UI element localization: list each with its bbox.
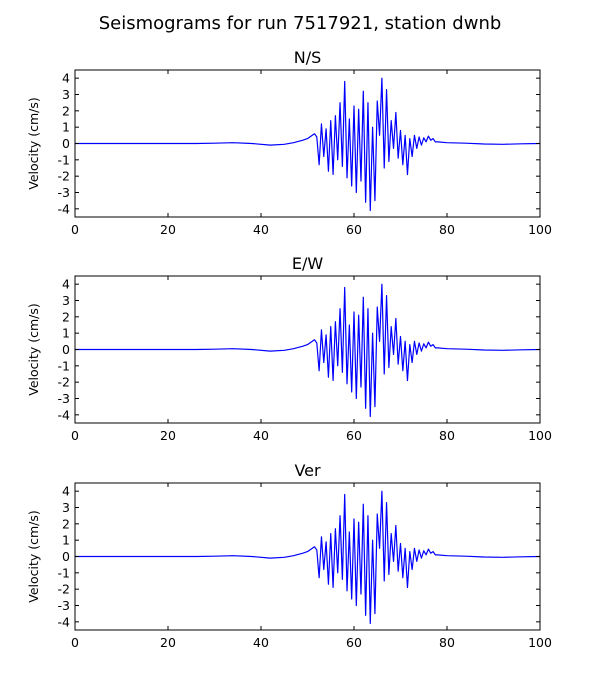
y-tick-label: -1 — [58, 152, 70, 167]
panel-title: Ver — [294, 461, 321, 480]
y-tick-label: -4 — [58, 407, 71, 422]
x-tick-label: 60 — [346, 222, 362, 237]
x-tick-label: 0 — [71, 222, 79, 237]
y-tick-label: -2 — [58, 582, 70, 597]
x-tick-label: 0 — [71, 635, 79, 650]
panel-title: N/S — [294, 48, 322, 67]
x-tick-label: 60 — [346, 635, 362, 650]
x-tick-label: 20 — [160, 222, 176, 237]
x-tick-label: 100 — [528, 428, 552, 443]
y-tick-label: -1 — [58, 358, 70, 373]
x-tick-label: 80 — [439, 428, 455, 443]
y-tick-label: 3 — [62, 87, 70, 102]
y-axis-label: Velocity (cm/s) — [26, 510, 41, 603]
y-tick-label: 3 — [62, 500, 70, 515]
y-tick-label: 2 — [62, 309, 70, 324]
y-axis-label: Velocity (cm/s) — [26, 97, 41, 190]
x-tick-label: 40 — [253, 635, 269, 650]
x-tick-label: 0 — [71, 428, 79, 443]
x-tick-label: 40 — [253, 428, 269, 443]
x-tick-label: 100 — [528, 635, 552, 650]
y-tick-label: 2 — [62, 516, 70, 531]
x-tick-label: 20 — [160, 635, 176, 650]
x-tick-label: 20 — [160, 428, 176, 443]
figure-title: Seismograms for run 7517921, station dwn… — [99, 13, 502, 34]
y-tick-label: 4 — [62, 277, 70, 292]
x-tick-label: 80 — [439, 222, 455, 237]
y-tick-label: 3 — [62, 293, 70, 308]
y-tick-label: -3 — [58, 185, 70, 200]
y-tick-label: 4 — [62, 484, 70, 499]
panel-title: E/W — [292, 254, 324, 273]
y-tick-label: -3 — [58, 391, 70, 406]
x-tick-label: 80 — [439, 635, 455, 650]
y-tick-label: 0 — [62, 342, 70, 357]
y-tick-label: 1 — [62, 120, 70, 135]
x-tick-label: 100 — [528, 222, 552, 237]
y-tick-label: 0 — [62, 549, 70, 564]
y-tick-label: 0 — [62, 136, 70, 151]
y-tick-label: -1 — [58, 565, 70, 580]
y-tick-label: -2 — [58, 375, 70, 390]
series-line — [75, 283, 540, 418]
y-tick-label: 4 — [62, 71, 70, 86]
y-tick-label: -2 — [58, 169, 70, 184]
y-tick-label: -4 — [58, 614, 71, 629]
y-tick-label: 2 — [62, 103, 70, 118]
y-tick-label: 1 — [62, 326, 70, 341]
y-axis-label: Velocity (cm/s) — [26, 303, 41, 396]
y-tick-label: 1 — [62, 533, 70, 548]
x-tick-label: 40 — [253, 222, 269, 237]
y-tick-label: -3 — [58, 598, 70, 613]
series-line — [75, 77, 540, 212]
y-tick-label: -4 — [58, 201, 71, 216]
x-tick-label: 60 — [346, 428, 362, 443]
series-line — [75, 490, 540, 625]
